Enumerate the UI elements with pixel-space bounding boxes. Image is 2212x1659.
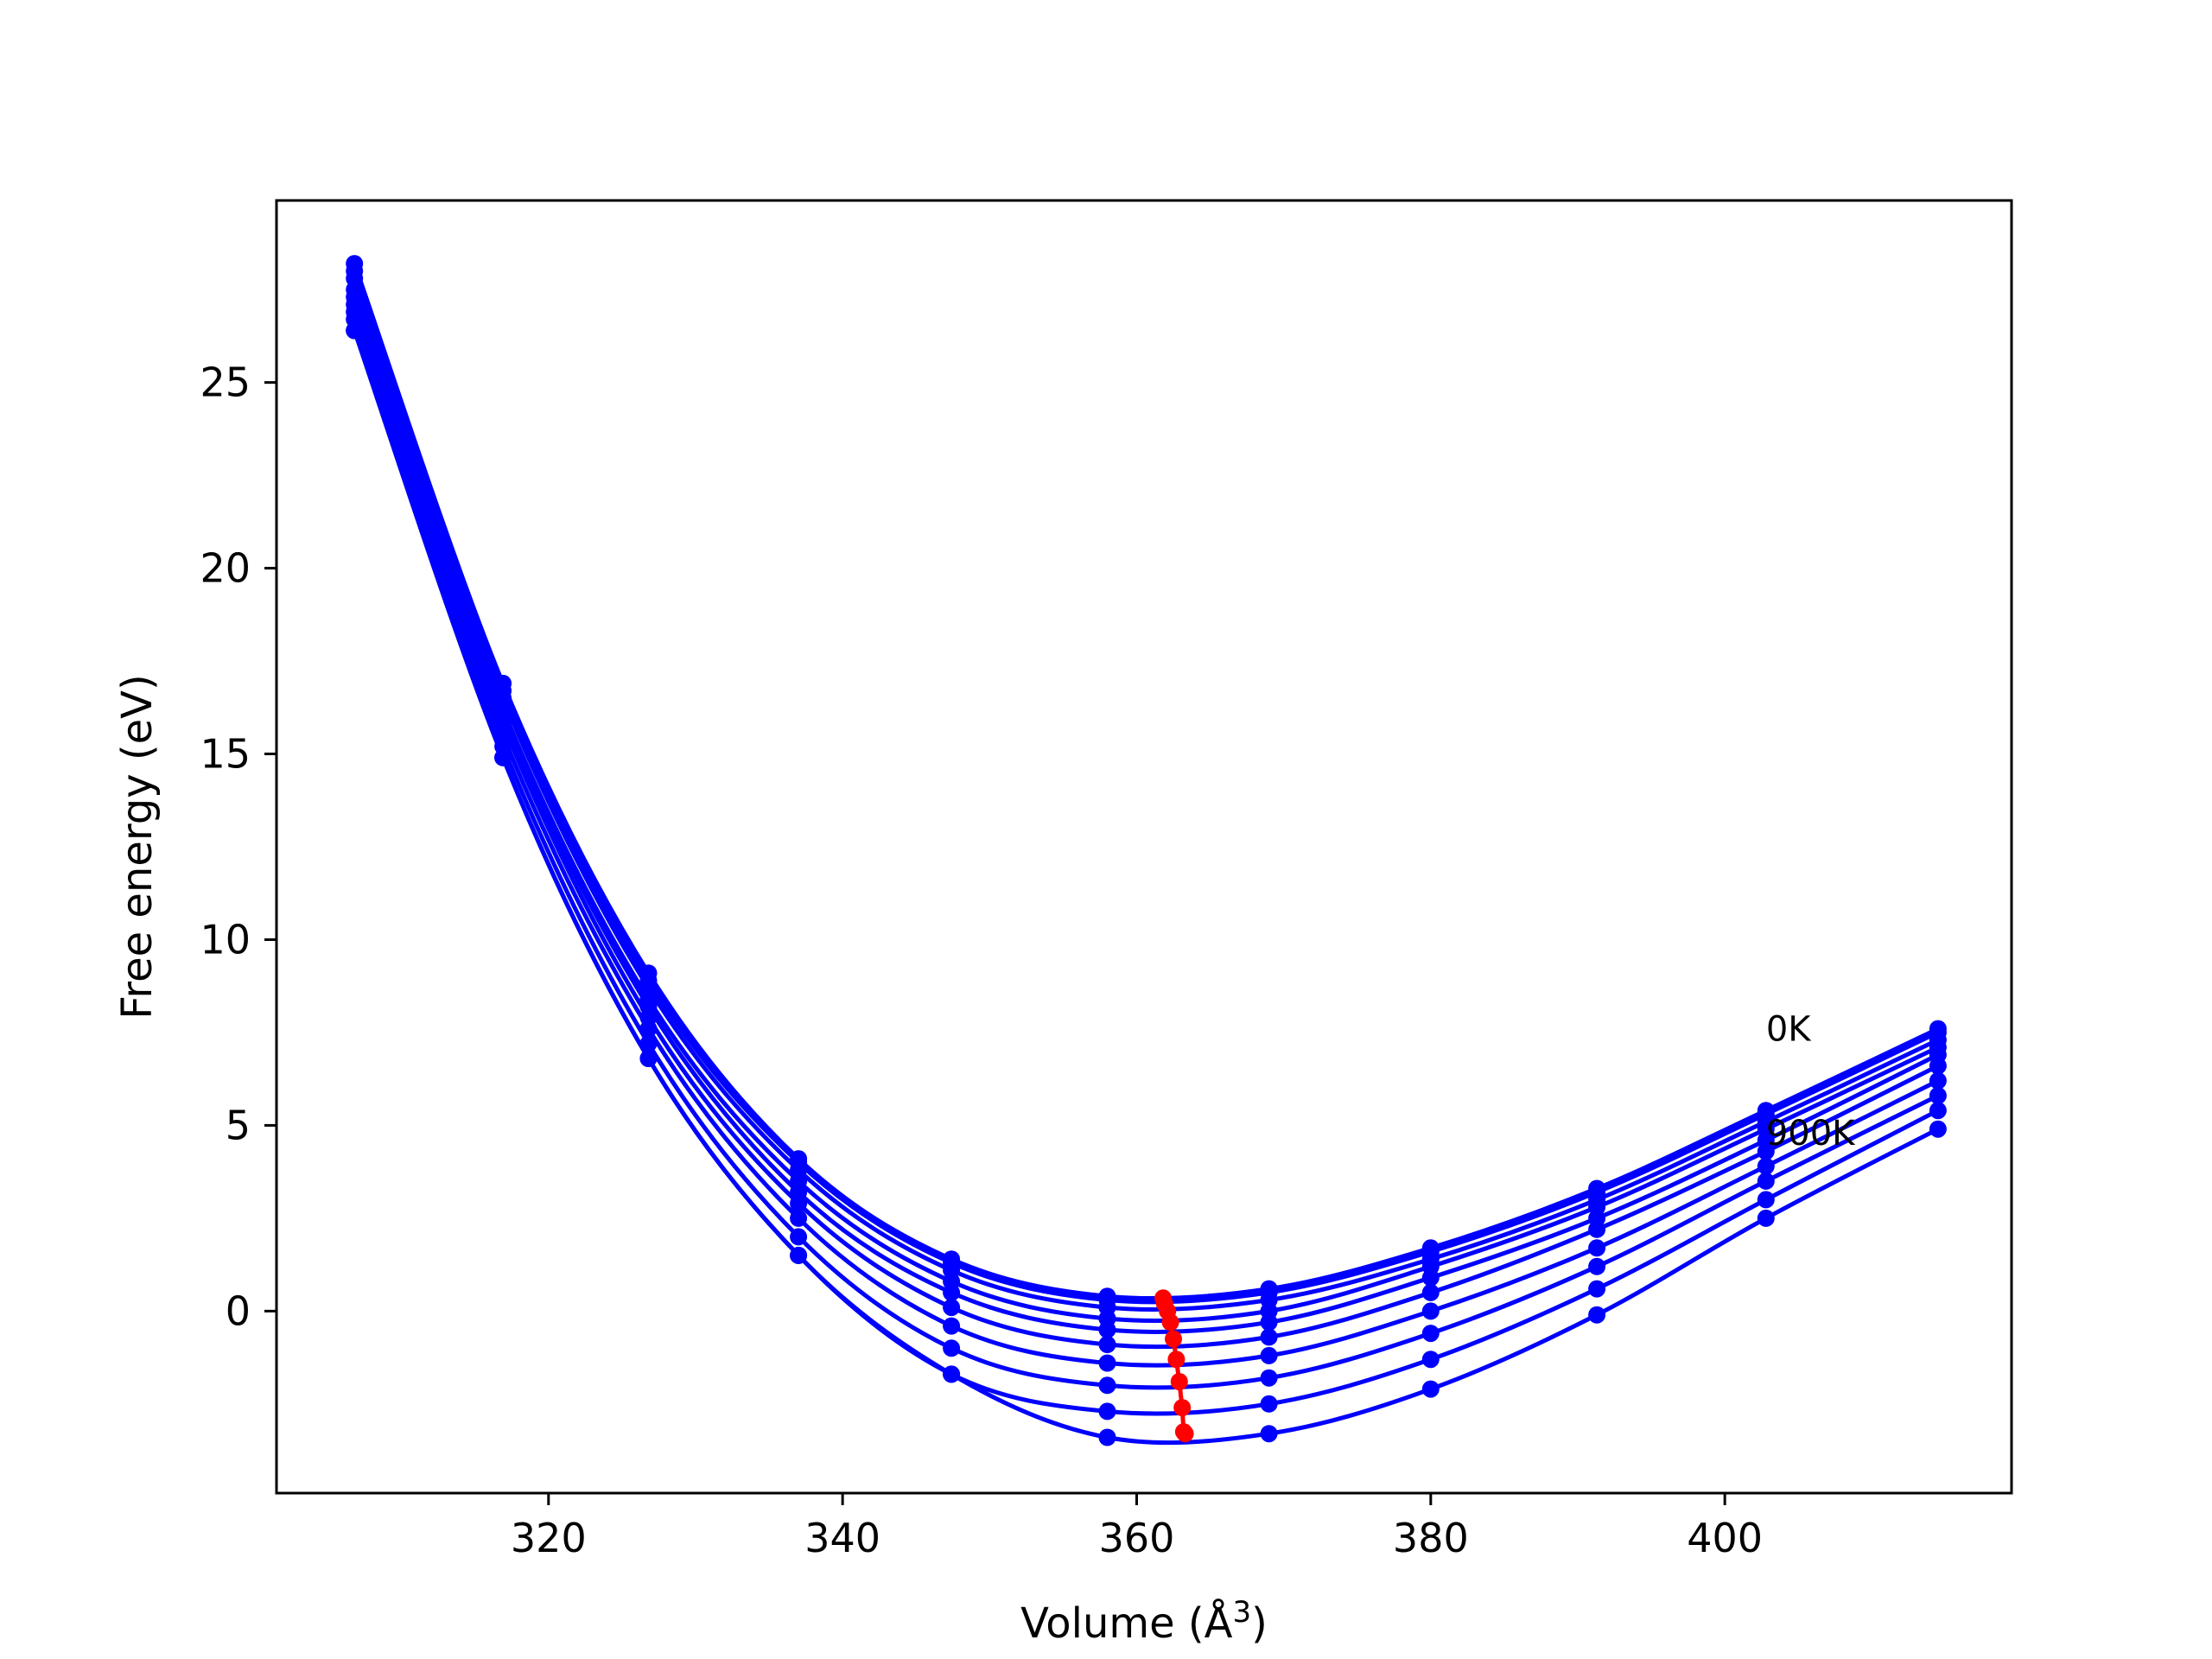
curves-layer [352, 263, 1940, 1446]
data-point [1757, 1172, 1775, 1190]
data-point [1588, 1257, 1606, 1275]
data-point [790, 1209, 808, 1227]
y-tick-label: 15 [200, 731, 251, 778]
data-point [1421, 1268, 1440, 1287]
data-point [1098, 1402, 1116, 1421]
y-axis: 0 5 10 15 20 25 [200, 359, 276, 1334]
series-line-6 [352, 311, 1940, 1368]
data-point [1588, 1306, 1606, 1324]
minimum-point [1161, 1313, 1179, 1332]
data-point [943, 1339, 961, 1357]
y-tick-label: 25 [200, 359, 251, 406]
data-point [1421, 1302, 1440, 1320]
annotations-layer: 0K 900K [1766, 1010, 1856, 1154]
series-line-3 [352, 289, 1939, 1324]
minima-layer [1154, 1289, 1194, 1443]
data-point [1588, 1280, 1606, 1298]
minimum-point [1165, 1330, 1182, 1348]
x-axis-label: Volume (Å3) [1020, 1595, 1268, 1648]
data-point [1098, 1336, 1116, 1353]
data-point [1588, 1220, 1606, 1238]
temperature-annotation: 0K [1766, 1010, 1812, 1050]
data-point [943, 1365, 961, 1383]
data-point [1260, 1369, 1278, 1387]
x-tick-label: 400 [1687, 1515, 1763, 1561]
minimum-point [1176, 1425, 1194, 1443]
temperature-annotation: 900K [1766, 1114, 1856, 1154]
data-point [1260, 1313, 1278, 1332]
data-point [1929, 1057, 1947, 1075]
data-point [1421, 1283, 1440, 1301]
data-point [639, 1020, 658, 1038]
y-axis-label: Free energy (eV) [113, 674, 162, 1019]
data-point [1929, 1102, 1947, 1120]
points-layer [346, 255, 1947, 1446]
y-tick-label: 0 [226, 1287, 251, 1334]
series-line-7 [352, 318, 1940, 1390]
data-point [1260, 1425, 1278, 1443]
data-point [1260, 1346, 1278, 1364]
minimum-point [1167, 1351, 1185, 1369]
series-line-4 [352, 296, 1940, 1334]
minimum-point [1170, 1373, 1188, 1390]
data-point [1757, 1191, 1775, 1209]
series-line-9 [352, 329, 1940, 1446]
data-point [790, 1194, 808, 1212]
data-point [1098, 1428, 1116, 1446]
data-point [943, 1283, 961, 1301]
data-point [1260, 1395, 1278, 1413]
data-point [639, 1034, 658, 1052]
data-point [1421, 1380, 1440, 1398]
series-line-1 [352, 270, 1939, 1305]
data-point [1260, 1328, 1278, 1346]
data-point [1757, 1209, 1775, 1227]
data-point [1098, 1376, 1116, 1395]
x-axis: 320 340 360 380 400 [511, 1493, 1763, 1561]
x-tick-label: 340 [804, 1515, 880, 1561]
plot-frame [275, 199, 2013, 1495]
x-tick-label: 380 [1393, 1515, 1469, 1561]
data-point [1757, 1142, 1775, 1160]
data-point [1588, 1239, 1606, 1257]
series-line-5 [352, 303, 1940, 1350]
data-point [1929, 1087, 1947, 1104]
x-tick-label: 320 [511, 1515, 587, 1561]
y-tick-label: 20 [200, 545, 251, 592]
data-point [943, 1317, 961, 1335]
data-point [494, 748, 512, 766]
data-point [1757, 1157, 1775, 1175]
data-point [639, 1050, 658, 1067]
x-tick-label: 360 [1099, 1515, 1175, 1561]
data-point [1421, 1351, 1440, 1369]
minimum-point [1173, 1399, 1192, 1417]
y-tick-label: 10 [200, 916, 251, 963]
data-point [1929, 1071, 1947, 1090]
data-point [1098, 1354, 1116, 1372]
data-point [1421, 1325, 1440, 1343]
data-point [790, 1246, 808, 1264]
y-tick-label: 5 [226, 1102, 251, 1148]
data-point [943, 1299, 961, 1317]
data-point [1929, 1120, 1947, 1138]
data-point [790, 1228, 808, 1246]
data-point [346, 321, 364, 340]
data-point [1098, 1320, 1116, 1338]
series-line-2 [352, 277, 1939, 1313]
series-line-0 [352, 263, 1939, 1301]
